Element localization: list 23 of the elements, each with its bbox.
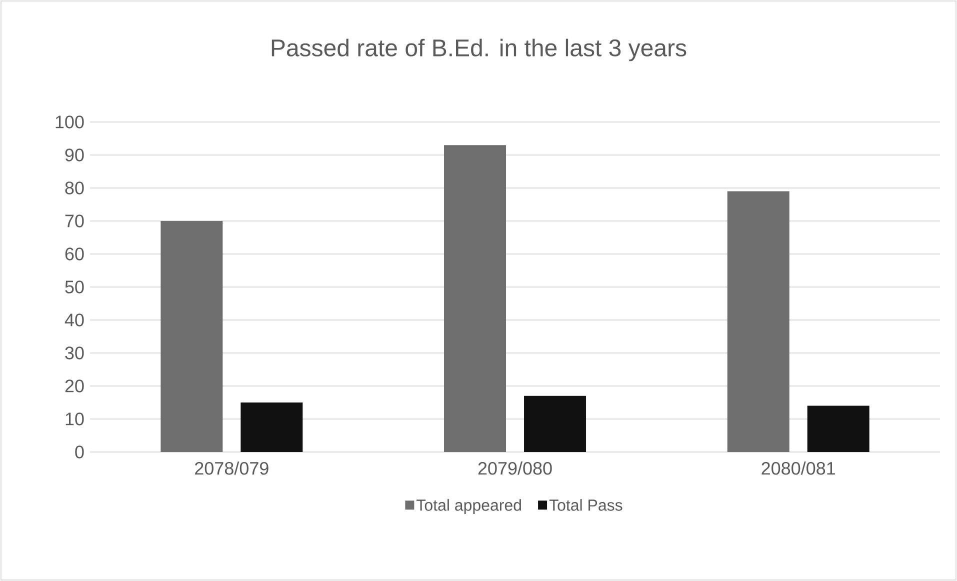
y-tick-label: 50 xyxy=(65,280,84,294)
bar xyxy=(160,220,223,452)
bar xyxy=(807,406,870,452)
legend-label: Total Pass xyxy=(549,499,622,511)
y-tick-label: 10 xyxy=(66,412,84,426)
y-tick-label: 70 xyxy=(65,214,84,228)
y-tick-label: 0 xyxy=(75,446,84,458)
y-tick-label: 20 xyxy=(65,380,84,392)
bar xyxy=(240,402,303,452)
x-tick-label: 2080/081 xyxy=(762,462,835,475)
x-tick-label: 2079/080 xyxy=(478,462,552,475)
y-tick-label: 30 xyxy=(65,346,84,360)
y-tick-label: 80 xyxy=(65,182,84,194)
y-tick-label: 100 xyxy=(56,116,84,128)
bar xyxy=(727,191,790,452)
y-tick-label: 40 xyxy=(64,314,84,326)
legend-label: Total appeared xyxy=(416,499,521,514)
bar xyxy=(444,145,506,452)
y-tick-label: 60 xyxy=(65,248,84,260)
bar xyxy=(524,396,586,452)
x-tick-label: 2078/079 xyxy=(195,462,268,475)
chart-title: Passed rate of B.Ed. in the last 3 years xyxy=(272,38,686,62)
y-tick-label: 90 xyxy=(65,148,84,162)
